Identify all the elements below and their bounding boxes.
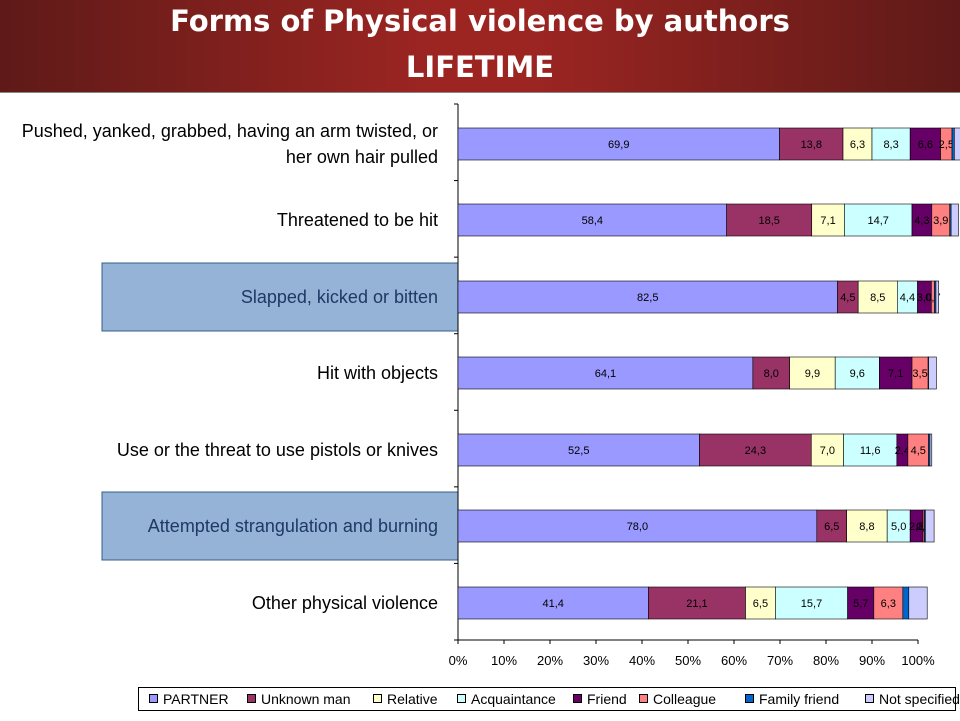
category-label: Threatened to be hit — [277, 210, 438, 230]
data-label: 7,1 — [820, 215, 835, 227]
data-label: 3,9 — [933, 215, 948, 227]
data-label: 6,5 — [824, 521, 839, 533]
legend-label: Friend — [587, 691, 627, 707]
data-label: 9,9 — [805, 368, 820, 380]
data-label: 2,5 — [939, 139, 954, 151]
legend-swatch — [745, 694, 754, 703]
bar-segment — [925, 510, 934, 542]
x-tick-label: 20% — [537, 653, 563, 668]
x-tick-label: 50% — [675, 653, 701, 668]
data-label: 64,1 — [595, 368, 616, 380]
data-label: 3,5 — [912, 368, 927, 380]
data-label: 7,1 — [888, 368, 903, 380]
data-label: 8,5 — [870, 292, 885, 304]
x-tick-label: 30% — [583, 653, 609, 668]
category-label: Other physical violence — [252, 593, 438, 613]
bar-segment — [936, 281, 939, 313]
legend-swatch — [573, 694, 582, 703]
data-label: 5,7 — [853, 598, 868, 610]
legend-swatch — [639, 694, 648, 703]
data-label: 14,7 — [867, 215, 888, 227]
data-label: 6,3 — [850, 139, 865, 151]
bar-segment — [954, 128, 960, 160]
bar-segment — [903, 587, 909, 619]
chart-legend: PARTNER Unknown man Relative Acquaintance Fr… — [138, 687, 956, 711]
category-label: Use or the threat to use pistols or kniv… — [117, 440, 438, 460]
data-label: 4,4 — [900, 292, 915, 304]
data-label: 69,9 — [608, 139, 629, 151]
data-label: 52,5 — [568, 445, 589, 457]
legend-label: Acquaintance — [471, 691, 556, 707]
legend-swatch — [247, 694, 256, 703]
data-label: 41,4 — [543, 598, 564, 610]
x-tick-label: 80% — [813, 653, 839, 668]
category-label: Hit with objects — [317, 363, 438, 383]
category-label: Pushed, yanked, grabbed, having an arm t… — [22, 121, 438, 141]
data-label: 78,0 — [627, 521, 648, 533]
data-label: 9,6 — [850, 368, 865, 380]
data-label: 11,6 — [860, 445, 881, 457]
category-label: Attempted strangulation and burning — [148, 516, 438, 536]
data-label: 24,3 — [745, 445, 766, 457]
data-label: 6,6 — [918, 139, 933, 151]
legend-swatch — [865, 694, 874, 703]
data-label: 4,5 — [911, 445, 926, 457]
x-tick-label: 0% — [449, 653, 468, 668]
x-tick-label: 90% — [859, 653, 885, 668]
data-label: 5,0 — [891, 521, 906, 533]
data-label: 6,3 — [881, 598, 896, 610]
legend-swatch — [457, 694, 466, 703]
data-label: 4,5 — [840, 292, 855, 304]
bar-segment — [909, 587, 927, 619]
legend-label: Colleague — [653, 691, 716, 707]
data-label: 82,5 — [637, 292, 658, 304]
category-label: Slapped, kicked or bitten — [241, 287, 438, 307]
legend-swatch — [373, 694, 382, 703]
data-label: 8,3 — [883, 139, 898, 151]
data-label: 8,0 — [764, 368, 779, 380]
data-label: 4,3 — [914, 215, 929, 227]
legend-swatch — [149, 694, 158, 703]
x-tick-label: 40% — [629, 653, 655, 668]
legend-label: Relative — [387, 691, 438, 707]
bar-segment — [930, 434, 932, 466]
data-label: 6,5 — [753, 598, 768, 610]
data-label: 13,8 — [801, 139, 822, 151]
category-label: her own hair pulled — [286, 147, 438, 167]
x-tick-label: 10% — [491, 653, 517, 668]
legend-label: Family friend — [759, 691, 839, 707]
data-label: 8,8 — [859, 521, 874, 533]
x-tick-label: 70% — [767, 653, 793, 668]
bar-segment — [952, 128, 954, 160]
x-tick-label: 100% — [901, 653, 935, 668]
data-label: 58,4 — [582, 215, 603, 227]
x-tick-label: 60% — [721, 653, 747, 668]
data-label: 18,5 — [758, 215, 779, 227]
legend-label: Not specified — [879, 691, 960, 707]
data-label: 7,0 — [820, 445, 835, 457]
bar-segment — [929, 357, 937, 389]
legend-label: PARTNER — [163, 691, 229, 707]
bar-segment — [951, 204, 958, 236]
data-label: 21,1 — [686, 598, 707, 610]
data-label: 15,7 — [801, 598, 822, 610]
legend-label: Unknown man — [261, 691, 351, 707]
